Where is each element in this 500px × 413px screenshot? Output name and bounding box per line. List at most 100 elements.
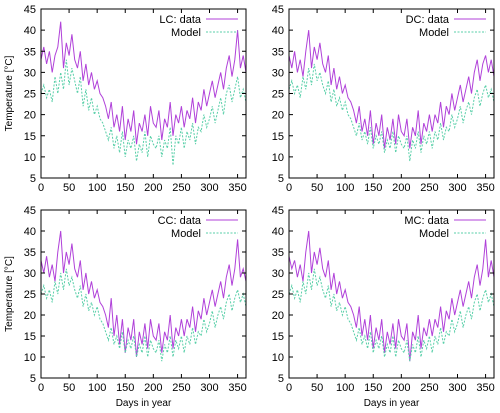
x-tick-label: 200 <box>144 382 162 394</box>
y-axis-label: Temperature [°C] <box>4 256 15 332</box>
x-tick-label: 350 <box>476 382 494 394</box>
y-tick-label: 35 <box>24 247 36 259</box>
plot-frame <box>288 8 495 179</box>
chart-panel-3: 0 50 100 150 200 250 300 350 5 10 15 20 25 30 35 40 45 Te… <box>4 205 247 409</box>
y-tick-label: 25 <box>272 89 284 101</box>
y-tick-label: 35 <box>272 46 284 58</box>
y-tick-label: 45 <box>24 4 36 16</box>
x-tick-label: 300 <box>448 382 466 394</box>
x-tick-label: 300 <box>448 182 466 194</box>
x-tick-label: 300 <box>200 182 218 194</box>
y-tick-label: 15 <box>272 131 284 143</box>
x-axis-label: Days in year <box>364 398 420 409</box>
y-tick-label: 45 <box>272 205 284 217</box>
x-tick-label: 250 <box>172 382 190 394</box>
x-tick-label: 200 <box>392 182 410 194</box>
x-tick-label: 100 <box>88 382 106 394</box>
x-tick-label: 250 <box>420 182 438 194</box>
series-line-model <box>289 268 494 362</box>
y-tick-label: 10 <box>272 352 284 364</box>
y-tick-label: 10 <box>24 352 36 364</box>
y-tick-label: 30 <box>272 268 284 280</box>
series-line-data <box>289 230 494 362</box>
y-tick-label: 25 <box>272 289 284 301</box>
x-tick-label: 100 <box>336 382 354 394</box>
y-tick-label: 10 <box>24 152 36 164</box>
y-tick-label: 35 <box>272 247 284 259</box>
y-tick-label: 25 <box>24 89 36 101</box>
plot-frame <box>40 209 247 379</box>
y-tick-label: 45 <box>24 205 36 217</box>
legend-entry-label: LC: data <box>159 14 201 26</box>
series-line-data <box>289 30 494 149</box>
y-tick-label: 40 <box>24 226 36 238</box>
y-tick-label: 20 <box>24 310 36 322</box>
x-tick-label: 50 <box>63 382 75 394</box>
legend-entry-label: DC: data <box>406 14 450 26</box>
y-tick-label: 15 <box>272 331 284 343</box>
x-tick-label: 250 <box>172 182 190 194</box>
x-tick-label: 250 <box>420 382 438 394</box>
x-tick-label: 50 <box>311 182 323 194</box>
x-tick-label: 200 <box>144 182 162 194</box>
x-tick-label: 350 <box>476 182 494 194</box>
x-tick-label: 350 <box>228 382 246 394</box>
y-tick-label: 30 <box>24 268 36 280</box>
legend-entry-label: Model <box>171 228 201 240</box>
y-tick-label: 20 <box>24 110 36 122</box>
y-tick-label: 10 <box>272 152 284 164</box>
plot-frame <box>288 209 495 379</box>
y-tick-label: 45 <box>272 4 284 16</box>
y-tick-label: 5 <box>30 373 36 385</box>
y-tick-label: 15 <box>24 131 36 143</box>
x-axis-label: Days in year <box>116 398 172 409</box>
x-tick-label: 0 <box>38 382 44 394</box>
y-tick-label: 35 <box>24 46 36 58</box>
chart-panel-4: 0 50 100 150 200 250 300 350 5 10 15 20 25 30 35 40 45 Da… <box>272 205 495 409</box>
x-tick-label: 100 <box>336 182 354 194</box>
y-tick-label: 40 <box>272 226 284 238</box>
x-tick-label: 100 <box>88 182 106 194</box>
y-tick-label: 20 <box>272 110 284 122</box>
y-axis-label: Temperature [°C] <box>4 55 15 131</box>
y-tick-label: 25 <box>24 289 36 301</box>
legend-entry-label: Model <box>171 27 201 39</box>
legend-entry-label: Model <box>419 27 449 39</box>
x-tick-label: 150 <box>116 182 134 194</box>
x-tick-label: 300 <box>200 382 218 394</box>
y-tick-label: 5 <box>278 173 284 185</box>
chart-panel-2: 0 50 100 150 200 250 300 350 5 10 15 20 25 30 35 40 45 DC… <box>272 4 495 194</box>
series-line-model <box>41 268 246 362</box>
x-tick-label: 0 <box>286 182 292 194</box>
chart-panel-1: 0 50 100 150 200 250 300 350 5 10 15 20 25 30 35 40 45 Te… <box>4 4 247 194</box>
y-tick-label: 15 <box>24 331 36 343</box>
x-tick-label: 0 <box>38 182 44 194</box>
x-tick-label: 50 <box>311 382 323 394</box>
x-tick-label: 150 <box>364 182 382 194</box>
legend-entry-label: MC: data <box>404 215 450 227</box>
series-line-model <box>41 59 246 166</box>
y-tick-label: 5 <box>278 373 284 385</box>
y-tick-label: 40 <box>272 25 284 37</box>
y-tick-label: 30 <box>272 67 284 79</box>
series-line-data <box>41 230 246 358</box>
legend-entry-label: CC: data <box>158 215 202 227</box>
x-tick-label: 50 <box>63 182 75 194</box>
x-tick-label: 150 <box>364 382 382 394</box>
y-tick-label: 5 <box>30 173 36 185</box>
x-tick-label: 200 <box>392 382 410 394</box>
legend-entry-label: Model <box>419 228 449 240</box>
x-tick-label: 0 <box>286 382 292 394</box>
series-line-data <box>41 21 246 145</box>
x-tick-label: 150 <box>116 382 134 394</box>
y-tick-label: 30 <box>24 67 36 79</box>
y-tick-label: 20 <box>272 310 284 322</box>
x-tick-label: 350 <box>228 182 246 194</box>
series-line-model <box>289 63 494 162</box>
y-tick-label: 40 <box>24 25 36 37</box>
